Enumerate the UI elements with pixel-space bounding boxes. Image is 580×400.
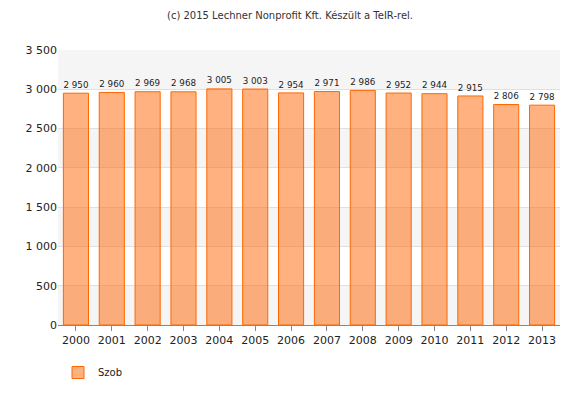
svg-text:2008: 2008 [349, 334, 377, 347]
svg-text:2 968: 2 968 [171, 78, 196, 88]
svg-text:3 500: 3 500 [26, 44, 58, 57]
svg-text:2 971: 2 971 [314, 78, 339, 88]
svg-text:2004: 2004 [205, 334, 233, 347]
svg-text:3 005: 3 005 [207, 75, 232, 85]
svg-text:2001: 2001 [98, 334, 126, 347]
svg-text:0: 0 [50, 319, 57, 332]
svg-text:2013: 2013 [528, 334, 556, 347]
svg-text:2 952: 2 952 [386, 80, 411, 90]
svg-text:2 944: 2 944 [422, 80, 447, 90]
svg-text:2 986: 2 986 [350, 77, 375, 87]
svg-text:2010: 2010 [421, 334, 449, 347]
svg-text:2 798: 2 798 [530, 92, 555, 102]
svg-text:500: 500 [36, 280, 57, 293]
svg-text:2 950: 2 950 [63, 80, 88, 90]
svg-text:2 960: 2 960 [99, 79, 124, 89]
svg-text:2009: 2009 [385, 334, 413, 347]
svg-text:2 954: 2 954 [279, 80, 304, 90]
svg-text:2 969: 2 969 [135, 78, 160, 88]
svg-text:2000: 2000 [62, 334, 90, 347]
svg-text:2 000: 2 000 [26, 162, 58, 175]
svg-text:2007: 2007 [313, 334, 341, 347]
svg-text:2 806: 2 806 [494, 91, 519, 101]
svg-text:2005: 2005 [241, 334, 269, 347]
svg-text:(c) 2015 Lechner Nonprofit Kft: (c) 2015 Lechner Nonprofit Kft. Készült … [167, 10, 413, 21]
svg-text:Szob: Szob [98, 367, 122, 378]
svg-text:2003: 2003 [170, 334, 198, 347]
svg-text:2002: 2002 [134, 334, 162, 347]
svg-text:2 915: 2 915 [458, 83, 483, 93]
svg-text:1 500: 1 500 [26, 201, 58, 214]
svg-text:3 000: 3 000 [26, 83, 58, 96]
svg-text:2006: 2006 [277, 334, 305, 347]
svg-text:3 003: 3 003 [243, 76, 268, 86]
svg-text:1 000: 1 000 [26, 240, 58, 253]
svg-text:2012: 2012 [492, 334, 520, 347]
svg-text:2011: 2011 [456, 334, 484, 347]
svg-text:2 500: 2 500 [26, 122, 58, 135]
